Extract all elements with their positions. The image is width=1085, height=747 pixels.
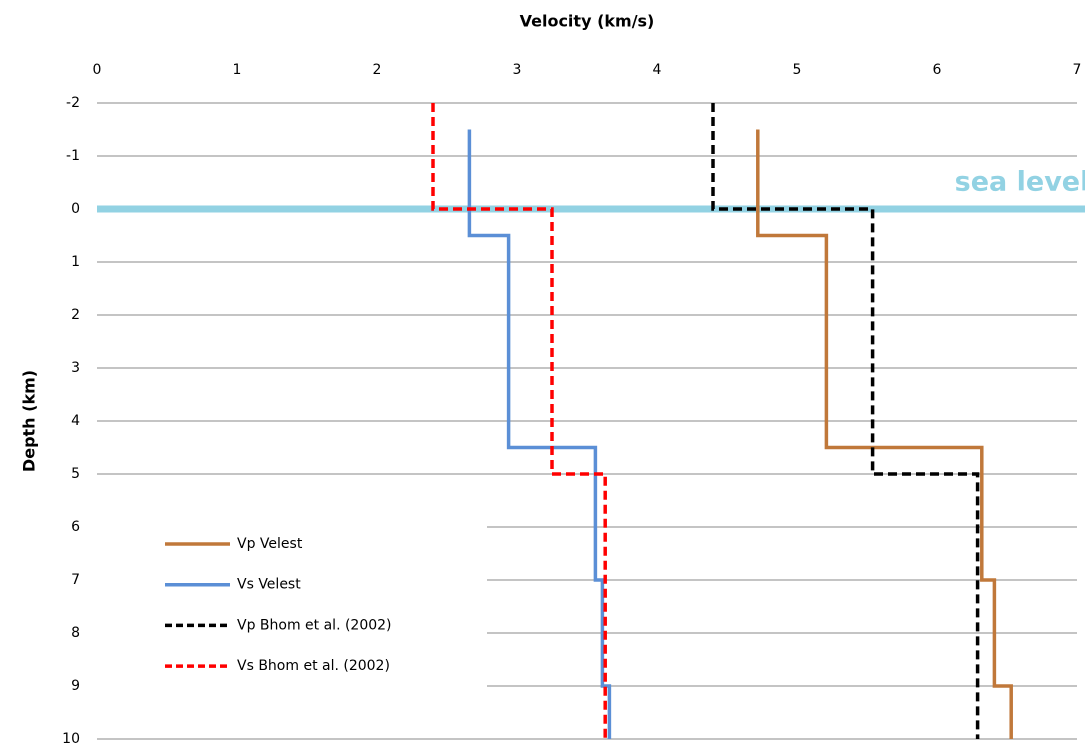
y-tick-label: 1 — [71, 254, 80, 270]
series-line — [467, 129, 612, 739]
legend-label: Vp Velest — [237, 536, 303, 552]
x-axis-title: Velocity (km/s) — [520, 12, 655, 31]
series-line — [711, 103, 980, 739]
legend-label: Vs Bhom et al. (2002) — [237, 658, 390, 674]
annotation: sea level — [955, 167, 1085, 198]
y-tick-label: 7 — [71, 572, 80, 588]
y-axis-title: Depth (km) — [20, 370, 39, 472]
y-tick-label: 8 — [71, 625, 80, 641]
y-tick-label: -2 — [66, 95, 80, 111]
x-tick-label: 3 — [513, 62, 522, 78]
y-tick-label: 0 — [71, 201, 80, 217]
x-tick-label: 4 — [653, 62, 662, 78]
series-line — [756, 129, 1013, 739]
legend-box — [97, 500, 487, 712]
y-tick-label: 10 — [62, 731, 80, 747]
y-tick-label: 4 — [71, 413, 80, 429]
x-tick-label: 6 — [933, 62, 942, 78]
legend-label: Vs Velest — [237, 577, 301, 593]
y-tick-label: 2 — [71, 307, 80, 323]
y-tick-label: 5 — [71, 466, 80, 482]
legend-label: Vp Bhom et al. (2002) — [237, 617, 392, 633]
series-line — [431, 103, 607, 739]
y-tick-label: 9 — [71, 678, 80, 694]
x-tick-label: 0 — [93, 62, 102, 78]
y-tick-label: -1 — [66, 148, 80, 164]
x-tick-label: 1 — [233, 62, 242, 78]
y-tick-label: 3 — [71, 360, 80, 376]
x-tick-label: 5 — [793, 62, 802, 78]
x-tick-label: 7 — [1073, 62, 1082, 78]
x-tick-label: 2 — [373, 62, 382, 78]
y-tick-label: 6 — [71, 519, 80, 535]
